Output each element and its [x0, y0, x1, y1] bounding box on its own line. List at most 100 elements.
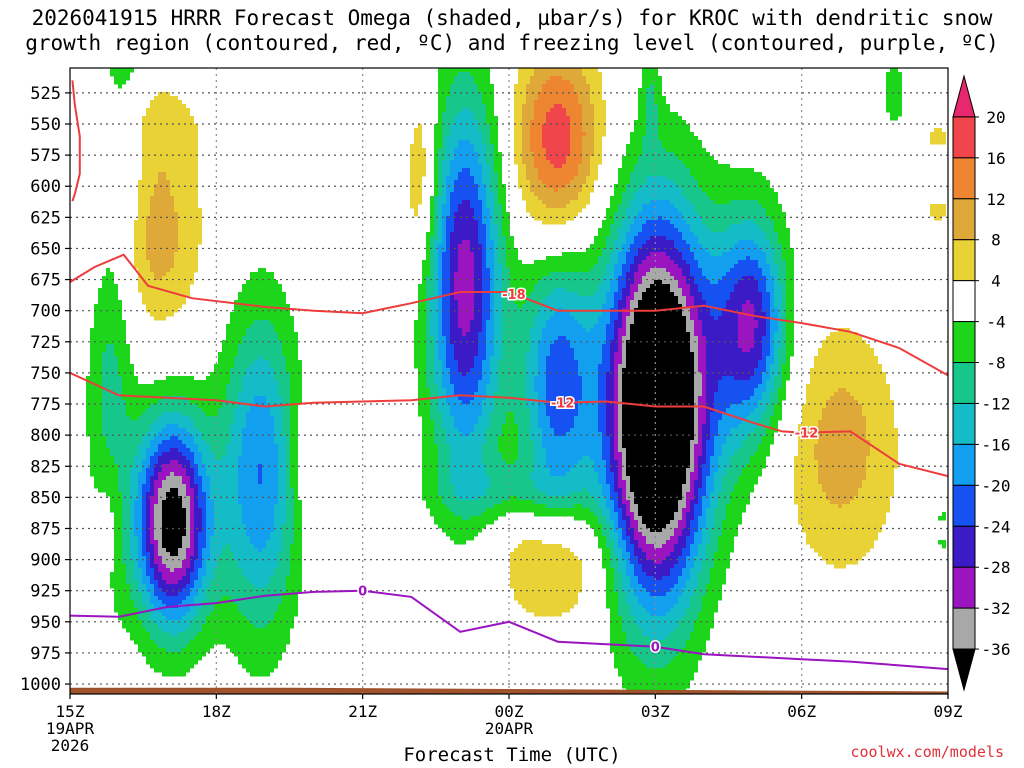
omega-cell	[230, 648, 286, 653]
omega-cell	[774, 360, 778, 365]
omega-cell	[130, 476, 138, 481]
omega-cell	[426, 380, 434, 385]
omega-cell	[526, 372, 538, 377]
omega-cell	[274, 572, 290, 577]
omega-cell	[238, 344, 282, 349]
omega-cell	[238, 396, 254, 401]
omega-cell	[274, 612, 298, 617]
omega-cell	[598, 372, 606, 377]
omega-cell	[478, 344, 486, 349]
omega-cell	[158, 444, 186, 449]
omega-cell	[470, 320, 482, 325]
omega-cell	[498, 388, 526, 393]
omega-cell	[618, 596, 626, 601]
omega-cell	[434, 352, 438, 357]
omega-cell	[646, 96, 654, 101]
omega-cell	[146, 532, 150, 537]
omega-cell	[490, 280, 494, 285]
omega-cell	[522, 604, 574, 609]
omega-cell	[706, 512, 714, 517]
omega-cell	[126, 580, 138, 585]
omega-cell	[586, 180, 594, 185]
omega-cell	[150, 536, 154, 541]
omega-cell	[638, 560, 654, 565]
omega-cell	[482, 324, 486, 329]
omega-cell	[134, 640, 154, 645]
omega-cell	[282, 528, 294, 533]
omega-cell	[234, 552, 278, 557]
omega-cell	[434, 348, 438, 353]
omega-cell	[430, 328, 438, 333]
omega-cell	[642, 584, 674, 589]
omega-cell	[614, 440, 618, 445]
omega-cell	[410, 200, 422, 205]
omega-cell	[630, 172, 690, 177]
omega-cell	[718, 496, 730, 501]
omega-cell	[650, 252, 666, 257]
omega-cell	[618, 612, 630, 617]
omega-cell	[690, 336, 698, 341]
omega-cell	[470, 72, 490, 77]
omega-cell	[486, 112, 494, 117]
omega-cell	[630, 552, 634, 557]
omega-cell	[434, 360, 442, 365]
omega-cell	[278, 604, 298, 609]
omega-cell	[438, 168, 442, 173]
omega-cell	[694, 252, 710, 257]
omega-cell	[702, 448, 706, 453]
omega-cell	[482, 452, 502, 457]
omega-cell	[458, 208, 474, 213]
omega-cell	[434, 284, 438, 289]
omega-cell	[538, 396, 546, 401]
omega-cell	[694, 560, 702, 565]
omega-cell	[126, 628, 146, 633]
omega-cell	[206, 504, 214, 509]
omega-cell	[490, 212, 494, 217]
omega-cell	[702, 604, 718, 609]
omega-cell	[126, 400, 158, 405]
omega-cell	[682, 216, 702, 221]
omega-cell	[482, 96, 494, 101]
omega-cell	[726, 436, 746, 441]
omega-cell	[486, 384, 498, 389]
omega-cell	[206, 492, 210, 497]
colorbar-label: 16	[986, 149, 1005, 168]
omega-cell	[194, 456, 202, 461]
omega-cell	[154, 436, 170, 441]
omega-cell	[754, 452, 770, 457]
omega-cell	[242, 452, 278, 457]
omega-cell	[602, 252, 610, 257]
omega-cell	[714, 444, 722, 449]
omega-cell	[442, 204, 450, 209]
omega-cell	[458, 368, 470, 373]
omega-cell	[290, 420, 298, 425]
omega-cell	[686, 472, 690, 477]
omega-cell	[478, 236, 486, 241]
omega-cell	[446, 224, 454, 229]
omega-cell	[778, 400, 782, 405]
omega-cell	[150, 636, 194, 641]
omega-cell	[142, 460, 150, 465]
omega-cell	[774, 300, 782, 305]
omega-cell	[626, 528, 634, 533]
omega-cell	[622, 384, 694, 389]
omega-cell	[686, 260, 698, 265]
omega-cell	[546, 412, 578, 417]
omega-cell	[726, 408, 754, 413]
omega-cell	[678, 280, 686, 285]
omega-cell	[270, 364, 286, 369]
omega-cell	[434, 288, 438, 293]
omega-cell	[482, 276, 490, 281]
omega-cell	[498, 440, 518, 445]
omega-cell	[182, 500, 190, 505]
omega-cell	[754, 312, 766, 317]
omega-cell	[154, 472, 158, 477]
omega-cell	[610, 252, 618, 257]
omega-cell	[850, 392, 890, 397]
omega-cell	[410, 188, 422, 193]
omega-cell	[162, 440, 182, 445]
omega-cell	[150, 580, 158, 585]
omega-cell	[618, 436, 622, 441]
omega-cell	[646, 92, 654, 97]
omega-cell	[678, 248, 690, 253]
